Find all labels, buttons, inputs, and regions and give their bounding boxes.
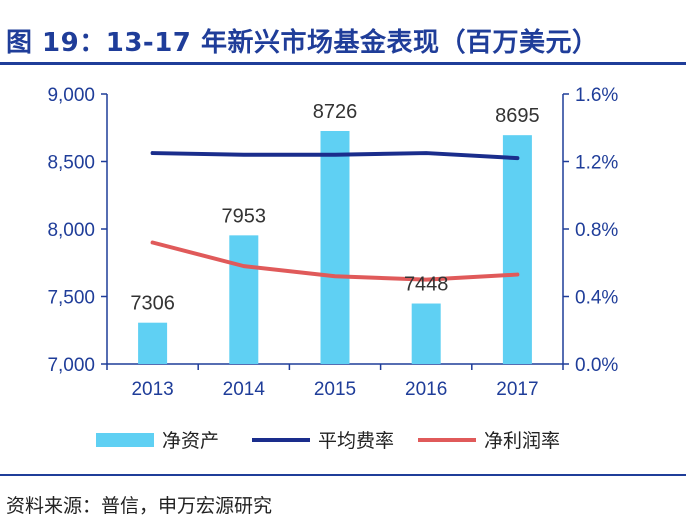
legend-swatch-bar: [96, 433, 154, 447]
title-divider: [0, 62, 686, 65]
y-left-tick-label: 9,000: [47, 85, 95, 106]
legend-label: 净资产: [162, 430, 219, 452]
bar-data-label: 7306: [130, 293, 175, 315]
x-axis: 2013 2014 2015 2016 2017: [106, 363, 564, 400]
y-right-tick-label: 1.2%: [575, 153, 618, 174]
x-tick-label: 2014: [223, 379, 266, 400]
source-note: 资料来源：普信，申万宏源研究: [6, 495, 273, 517]
data-labels: 7306 7953 8726 7448 8695: [130, 101, 539, 315]
y-axis-right: 0.0% 0.4% 0.8% 1.2% 1.6%: [562, 85, 618, 376]
legend-label: 平均费率: [318, 430, 394, 452]
x-tick-label: 2016: [405, 379, 447, 400]
legend: 净资产 平均费率 净利润率: [96, 430, 560, 452]
bar-series-net-assets: [138, 130, 532, 364]
y-right-tick-label: 1.6%: [575, 85, 618, 106]
bar-data-label: 7448: [404, 274, 449, 296]
y-left-tick-label: 8,500: [47, 153, 95, 174]
bar-data-label: 7953: [222, 205, 267, 227]
bar-data-label: 8695: [495, 105, 540, 127]
line-series: [150, 151, 520, 282]
bar: [229, 235, 259, 364]
bar: [411, 303, 441, 364]
y-left-tick-label: 7,500: [47, 288, 95, 309]
y-left-tick-label: 7,000: [47, 355, 95, 376]
bar: [502, 135, 532, 364]
y-right-tick-label: 0.8%: [575, 220, 618, 241]
bar: [138, 322, 168, 364]
legend-label: 净利润率: [484, 430, 560, 452]
y-left-tick-label: 8,000: [47, 220, 95, 241]
y-right-tick-label: 0.4%: [575, 288, 618, 309]
x-tick-label: 2013: [131, 379, 173, 400]
y-axis-left: 7,000 7,500 8,000 8,500 9,000: [47, 85, 108, 376]
footer-divider: [0, 474, 686, 476]
figure-title: 图 19：13-17 年新兴市场基金表现（百万美元）: [6, 28, 599, 58]
x-tick-label: 2015: [314, 379, 356, 400]
bar-data-label: 8726: [313, 101, 358, 123]
bar: [320, 130, 350, 364]
y-right-tick-label: 0.0%: [575, 355, 618, 376]
chart: 7,000 7,500 8,000 8,500 9,000 0.0% 0.4% 0.8% 1.…: [47, 85, 618, 452]
x-tick-label: 2017: [496, 379, 538, 400]
